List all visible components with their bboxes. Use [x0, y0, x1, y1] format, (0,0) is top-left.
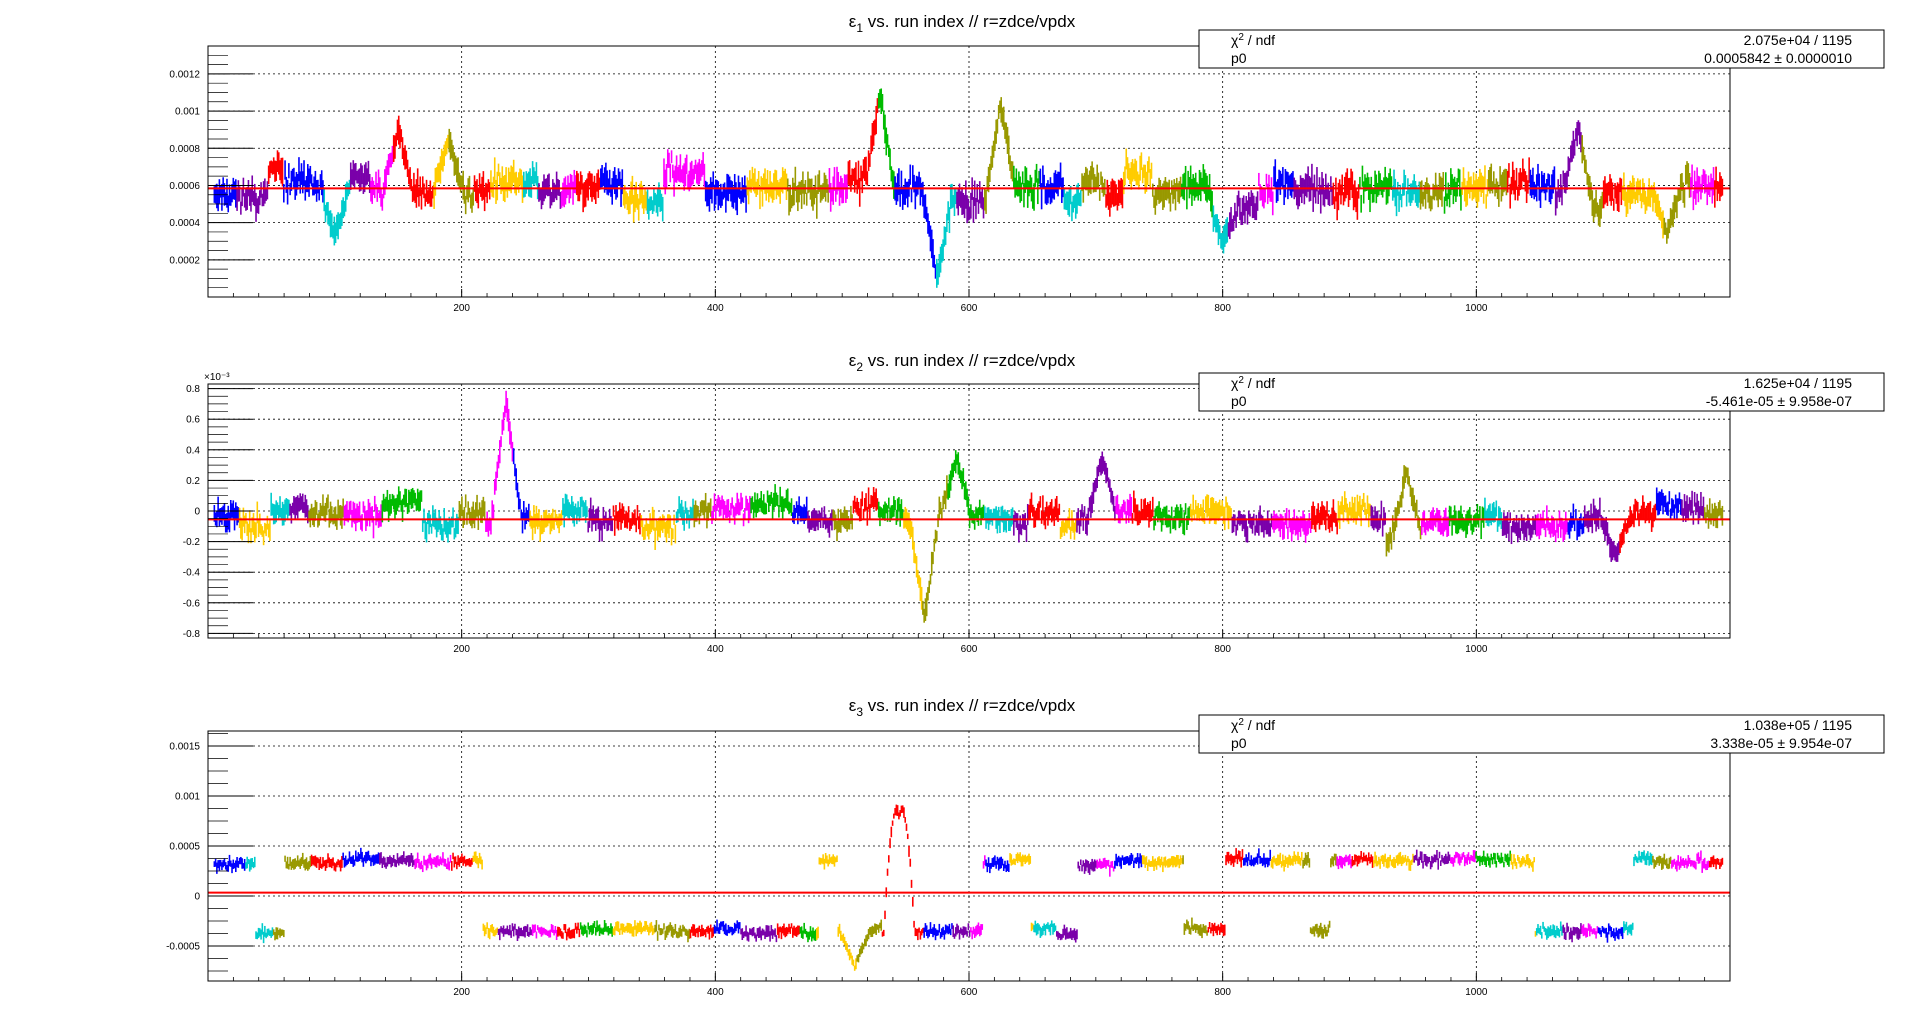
stats-chi2-value: 1.038e+05 / 1195	[1744, 717, 1853, 733]
stats-p0-value: 0.0005842 ± 0.0000010	[1704, 50, 1852, 66]
y-tick-label: 0.2	[186, 476, 200, 487]
stats-p0-value: -5.461e-05 ± 9.958e-07	[1706, 393, 1852, 409]
stats-box-frame	[1198, 714, 1885, 754]
x-tick-label: 200	[453, 987, 470, 998]
y-tick-label: 0.0004	[169, 218, 200, 229]
y-exponent-label: ×10⁻³	[204, 372, 230, 383]
stats-chi2-value: 1.625e+04 / 1195	[1744, 375, 1853, 391]
y-tick-label: 0.001	[175, 107, 200, 118]
y-tick-label: -0.6	[183, 598, 201, 609]
x-tick-label: 800	[1214, 644, 1231, 655]
y-tick-label: 0.0002	[169, 255, 200, 266]
stats-box: χ2 / ndf 1.625e+04 / 1195 p0 -5.461e-05 ± 9…	[1198, 372, 1885, 412]
y-tick-label: -0.4	[183, 568, 201, 579]
stats-box: χ2 / ndf 2.075e+04 / 1195 p0 0.0005842 ± 0.…	[1198, 29, 1885, 69]
x-tick-label: 800	[1214, 303, 1231, 314]
stats-chi2-label: χ2 / ndf	[1231, 717, 1275, 733]
chart-title: ε1 vs. run index // r=zdce/vpdx	[849, 12, 1076, 35]
stats-chi2-label: χ2 / ndf	[1231, 375, 1275, 391]
stats-chi2-label: χ2 / ndf	[1231, 32, 1275, 48]
stats-p0-label: p0	[1231, 735, 1247, 751]
y-tick-label: 0.4	[186, 445, 200, 456]
x-tick-label: 1000	[1465, 987, 1488, 998]
y-tick-label: 0	[194, 892, 200, 903]
y-tick-label: 0.0005	[169, 842, 200, 853]
y-tick-label: 0.0008	[169, 144, 200, 155]
y-tick-label: 0	[194, 507, 200, 518]
stats-box-frame	[1198, 29, 1885, 69]
chart-panel-1: 200 400 600 800 1000 0.0002 0.0004 0.0006 0.0008…	[169, 12, 1885, 314]
x-tick-label: 400	[707, 987, 724, 998]
y-tick-label: 0.6	[186, 415, 200, 426]
x-tick-label: 200	[453, 303, 470, 314]
x-tick-label: 400	[707, 644, 724, 655]
x-tick-label: 200	[453, 644, 470, 655]
stats-p0-label: p0	[1231, 393, 1247, 409]
stats-box: χ2 / ndf 1.038e+05 / 1195 p0 3.338e-05 ± 9.…	[1198, 714, 1885, 754]
chart-panel-2: 200 400 600 800 1000 -0.8 -0.6 -0.4 -0.2 0 0.2 0.4 0…	[183, 351, 1885, 655]
x-tick-label: 600	[961, 987, 978, 998]
chart-panel-3: 200 400 600 800 1000 -0.0005 0 0.0005 0.001 0.001…	[166, 696, 1885, 998]
x-tick-label: 600	[961, 303, 978, 314]
y-tick-label: 0.8	[186, 384, 200, 395]
chart-title: ε2 vs. run index // r=zdce/vpdx	[849, 351, 1076, 374]
y-tick-label: 0.0012	[169, 69, 200, 80]
stats-chi2-value: 2.075e+04 / 1195	[1744, 32, 1853, 48]
stats-p0-label: p0	[1231, 50, 1247, 66]
stats-box-frame	[1198, 372, 1885, 412]
x-tick-label: 1000	[1465, 303, 1488, 314]
y-tick-label: 0.001	[175, 792, 200, 803]
y-tick-label: -0.8	[183, 629, 201, 640]
y-tick-label: -0.2	[183, 537, 201, 548]
stats-p0-value: 3.338e-05 ± 9.954e-07	[1710, 735, 1852, 751]
chart-title: ε3 vs. run index // r=zdce/vpdx	[849, 696, 1076, 719]
x-tick-label: 1000	[1465, 644, 1488, 655]
y-tick-label: 0.0006	[169, 181, 200, 192]
y-tick-label: -0.0005	[166, 942, 200, 953]
x-tick-label: 600	[961, 644, 978, 655]
x-tick-label: 400	[707, 303, 724, 314]
x-tick-label: 800	[1214, 987, 1231, 998]
y-tick-label: 0.0015	[169, 742, 200, 753]
